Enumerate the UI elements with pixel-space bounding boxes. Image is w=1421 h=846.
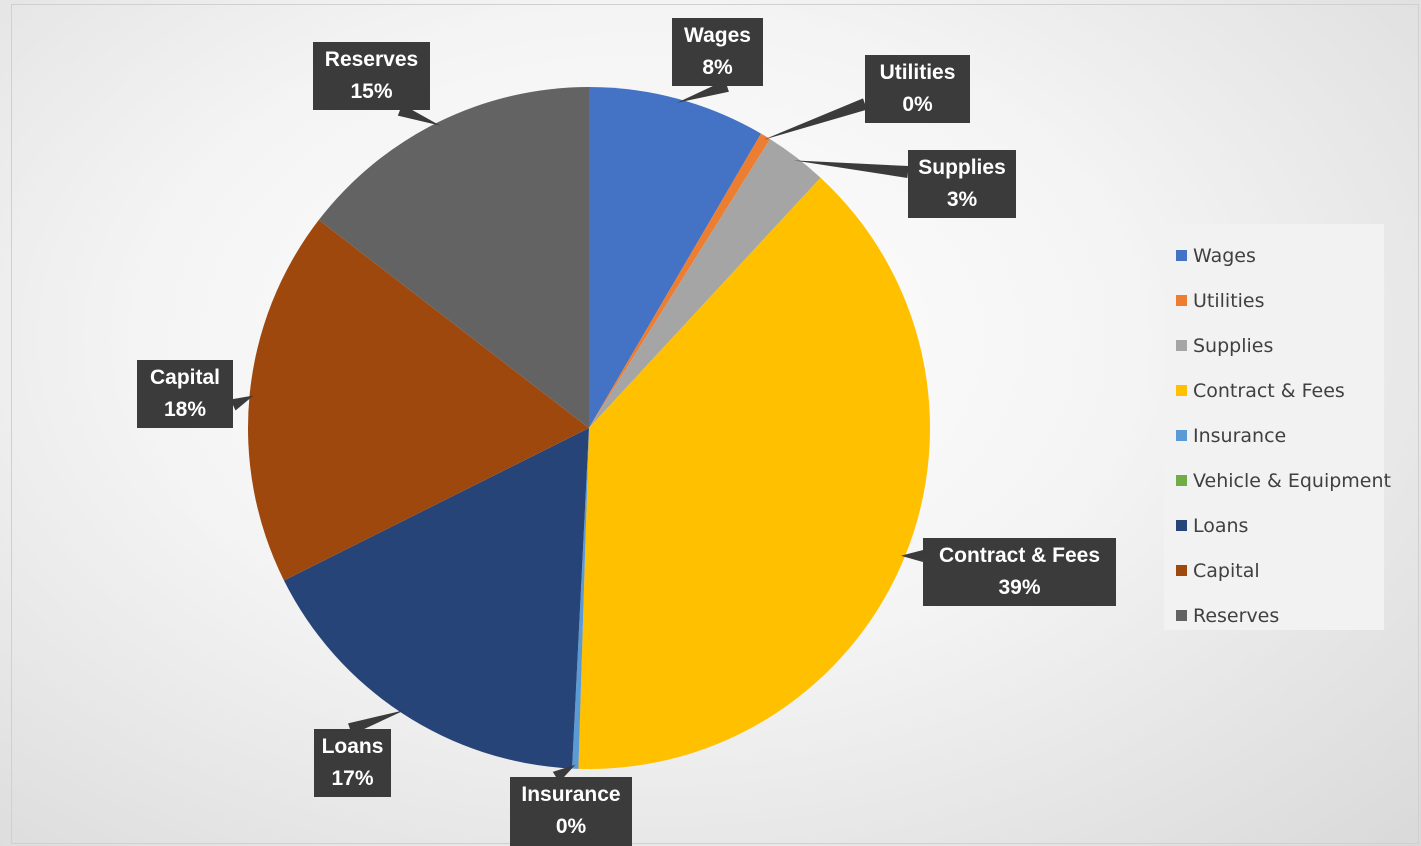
legend-label: Wages xyxy=(1193,244,1256,267)
pie-slice-contract-and-fees xyxy=(578,177,931,770)
legend-swatch xyxy=(1176,295,1187,306)
data-label-reserves: Reserves 15% xyxy=(313,42,430,110)
data-label-supplies: Supplies 3% xyxy=(908,150,1016,218)
data-label-category: Supplies xyxy=(918,156,1006,179)
chart-legend: Wages Utilities Supplies Contract & Fees Ins… xyxy=(1164,224,1391,630)
data-label-utilities: Utilities 0% xyxy=(865,55,970,123)
legend-item-contract-and-fees: Contract & Fees xyxy=(1164,368,1384,413)
legend-label: Vehicle & Equipment xyxy=(1193,469,1391,492)
leader-lines xyxy=(230,80,924,783)
legend-item-vehicle-and-equipment: Vehicle & Equipment xyxy=(1164,458,1391,503)
data-label-percent: 3% xyxy=(947,188,978,211)
data-label-percent: 0% xyxy=(902,93,933,116)
leader-line-contract-and-fees xyxy=(900,550,924,562)
chart-frame xyxy=(11,4,1419,844)
data-label-category: Insurance xyxy=(521,783,620,806)
legend-swatch xyxy=(1176,430,1187,441)
data-label-insurance: Insurance 0% xyxy=(510,777,632,846)
data-label-capital: Capital 18% xyxy=(137,360,233,428)
data-label-category: Reserves xyxy=(325,48,418,71)
legend-item-supplies: Supplies xyxy=(1164,323,1384,368)
pie-slice-utilities xyxy=(589,133,771,428)
data-label-box xyxy=(923,538,1116,606)
pie-slice-supplies xyxy=(589,139,821,428)
data-label-percent: 15% xyxy=(350,80,392,103)
data-label-wages: Wages 8% xyxy=(672,18,763,86)
data-label-box xyxy=(314,729,391,797)
legend-item-utilities: Utilities xyxy=(1164,278,1384,323)
data-label-loans: Loans 17% xyxy=(314,729,391,797)
data-label-contract-and-fees: Contract & Fees 39% xyxy=(923,538,1116,606)
pie-slice-reserves xyxy=(318,87,589,428)
legend-swatch xyxy=(1176,475,1187,486)
data-label-category: Capital xyxy=(150,366,220,389)
legend-item-loans: Loans xyxy=(1164,503,1384,548)
legend-swatch xyxy=(1176,565,1187,576)
pie-slice-insurance xyxy=(572,428,589,769)
pie-slices xyxy=(247,87,931,770)
pie-slice-capital xyxy=(247,219,589,581)
legend-swatch xyxy=(1176,610,1187,621)
legend-item-wages: Wages xyxy=(1164,233,1384,278)
legend-label: Loans xyxy=(1193,514,1249,537)
legend-label: Utilities xyxy=(1193,289,1265,312)
data-label-box xyxy=(137,360,233,428)
data-label-percent: 0% xyxy=(556,815,587,838)
data-label-percent: 17% xyxy=(331,767,373,790)
legend-item-reserves: Reserves xyxy=(1164,593,1384,638)
leader-line-utilities xyxy=(763,98,867,140)
leader-line-capital xyxy=(230,395,254,411)
leader-line-loans xyxy=(348,710,405,735)
data-label-box xyxy=(313,42,430,110)
legend-item-insurance: Insurance xyxy=(1164,413,1384,458)
pie-slice-loans xyxy=(283,428,589,769)
data-label-category: Utilities xyxy=(880,61,956,84)
legend-label: Contract & Fees xyxy=(1193,379,1345,402)
pie-slice-wages xyxy=(589,87,762,428)
data-label-percent: 39% xyxy=(998,576,1040,599)
legend-swatch xyxy=(1176,250,1187,261)
data-label-percent: 18% xyxy=(164,398,206,421)
data-label-box xyxy=(510,777,632,846)
data-label-box xyxy=(865,55,970,123)
legend-label: Reserves xyxy=(1193,604,1280,627)
data-label-category: Wages xyxy=(684,24,751,47)
legend-label: Insurance xyxy=(1193,424,1287,447)
data-label-category: Loans xyxy=(322,735,384,758)
legend-item-capital: Capital xyxy=(1164,548,1384,593)
legend-swatch xyxy=(1176,340,1187,351)
leader-line-supplies xyxy=(793,160,909,178)
legend-swatch xyxy=(1176,385,1187,396)
legend-label: Capital xyxy=(1193,559,1260,582)
data-label-box xyxy=(672,18,763,86)
data-label-category: Contract & Fees xyxy=(939,544,1100,567)
data-label-percent: 8% xyxy=(702,56,733,79)
data-label-box xyxy=(908,150,1016,218)
data-labels: Wages 8% Utilities 0% Supplies 3% Contract & F… xyxy=(137,18,1116,846)
legend-swatch xyxy=(1176,520,1187,531)
legend-label: Supplies xyxy=(1193,334,1274,357)
